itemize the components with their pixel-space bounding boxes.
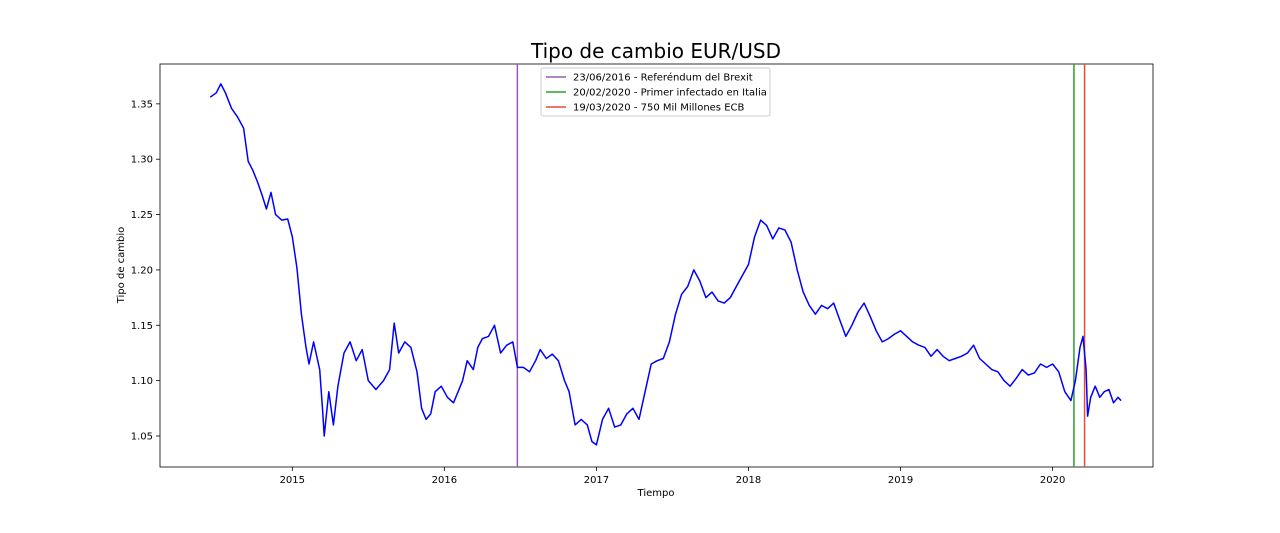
x-axis-label: Tiempo bbox=[637, 488, 675, 499]
legend-label-1: 20/02/2020 - Primer infectado en Italia bbox=[573, 88, 767, 99]
series-group bbox=[209, 83, 1122, 446]
y-tick-label-6: 1.35 bbox=[131, 99, 153, 110]
legend-label-2: 19/03/2020 - 750 Mil Millones ECB bbox=[573, 103, 744, 114]
y-axis: 1.05 1.10 1.15 1.20 1.25 1.30 1.35 bbox=[131, 99, 160, 443]
x-tick-label-2: 2017 bbox=[584, 475, 609, 486]
x-tick-label-5: 2020 bbox=[1040, 475, 1065, 486]
plot-area bbox=[159, 63, 1154, 468]
x-tick-label-4: 2019 bbox=[888, 475, 913, 486]
x-tick-label-3: 2018 bbox=[736, 475, 761, 486]
y-tick-label-2: 1.15 bbox=[131, 321, 153, 332]
legend-label-0: 23/06/2016 - Referéndum del Brexit bbox=[573, 72, 753, 84]
legend: 23/06/2016 - Referéndum del Brexit 20/02/… bbox=[540, 67, 771, 117]
y-tick-label-5: 1.30 bbox=[131, 155, 153, 166]
event-lines bbox=[516, 64, 1086, 467]
y-tick-label-1: 1.10 bbox=[131, 376, 153, 387]
series-line-0 bbox=[209, 83, 1122, 446]
y-tick-label-3: 1.20 bbox=[131, 265, 153, 276]
x-axis: 2015 2016 2017 2018 2019 2020 bbox=[280, 467, 1065, 486]
chart-title: Tipo de cambio EUR/USD bbox=[530, 39, 781, 63]
y-tick-label-0: 1.05 bbox=[131, 432, 153, 443]
y-tick-label-4: 1.25 bbox=[131, 210, 153, 221]
y-axis-label: Tipo de cambio bbox=[116, 227, 127, 305]
legend-box bbox=[540, 67, 771, 117]
x-tick-label-1: 2016 bbox=[432, 475, 457, 486]
x-tick-label-0: 2015 bbox=[280, 475, 305, 486]
